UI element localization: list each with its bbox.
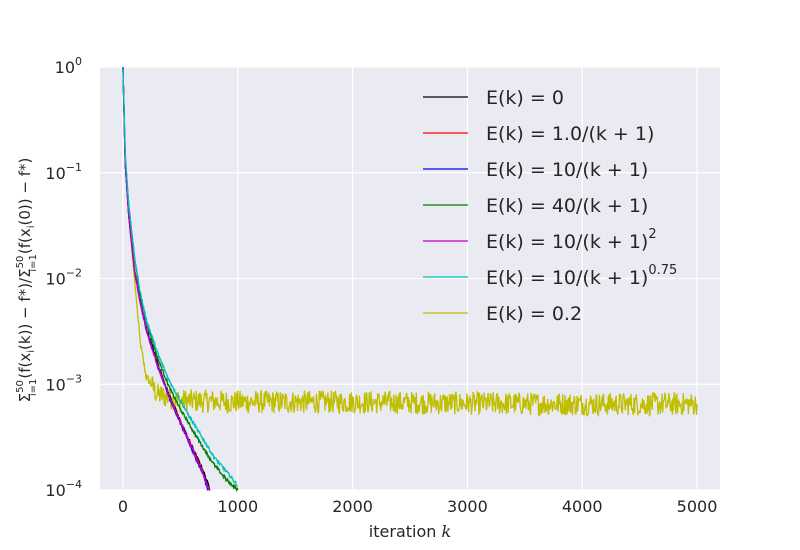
y-tick-label: 10−2 [45, 267, 82, 289]
legend-entry: E(k) = 40/(k + 1) [486, 195, 648, 217]
legend-entry: E(k) = 1.0/(k + 1) [486, 123, 654, 145]
x-axis-ticks: 0 1000 2000 3000 4000 5000 [118, 497, 718, 516]
y-tick-label: 10−4 [45, 478, 82, 500]
x-tick-label: 1000 [217, 497, 258, 516]
legend-entry: E(k) = 10/(k + 1)0.75 [486, 263, 677, 289]
x-axis-label: iteration k [369, 522, 451, 541]
series-line [122, 66, 210, 491]
legend: E(k) = 0 E(k) = 1.0/(k + 1) E(k) = 10/(k +… [423, 87, 677, 325]
y-tick-label: 100 [55, 55, 82, 77]
legend-entry: E(k) = 0.2 [486, 303, 582, 325]
series-line [122, 66, 239, 493]
y-tick-label: 10−1 [45, 161, 82, 183]
x-tick-label: 2000 [332, 497, 373, 516]
y-axis-label: Σ50 i=1(f(xi(k)) − f*)/Σ50 i=1(f(xi(0)) − … [15, 158, 39, 403]
series-layer [122, 66, 698, 493]
legend-entry: E(k) = 10/(k + 1) [486, 159, 648, 181]
y-tick-label: 10−3 [45, 372, 82, 394]
x-tick-label: 0 [118, 497, 128, 516]
x-tick-label: 4000 [562, 497, 603, 516]
legend-entry: E(k) = 0 [486, 87, 564, 109]
x-tick-label: 5000 [677, 497, 718, 516]
series-line [122, 66, 698, 418]
series-line [122, 66, 238, 487]
grid [100, 66, 720, 491]
legend-entry: E(k) = 10/(k + 1)2 [486, 227, 657, 253]
y-axis-ticks: 100 10−1 10−2 10−3 10−4 [45, 55, 82, 500]
x-tick-label: 3000 [447, 497, 488, 516]
